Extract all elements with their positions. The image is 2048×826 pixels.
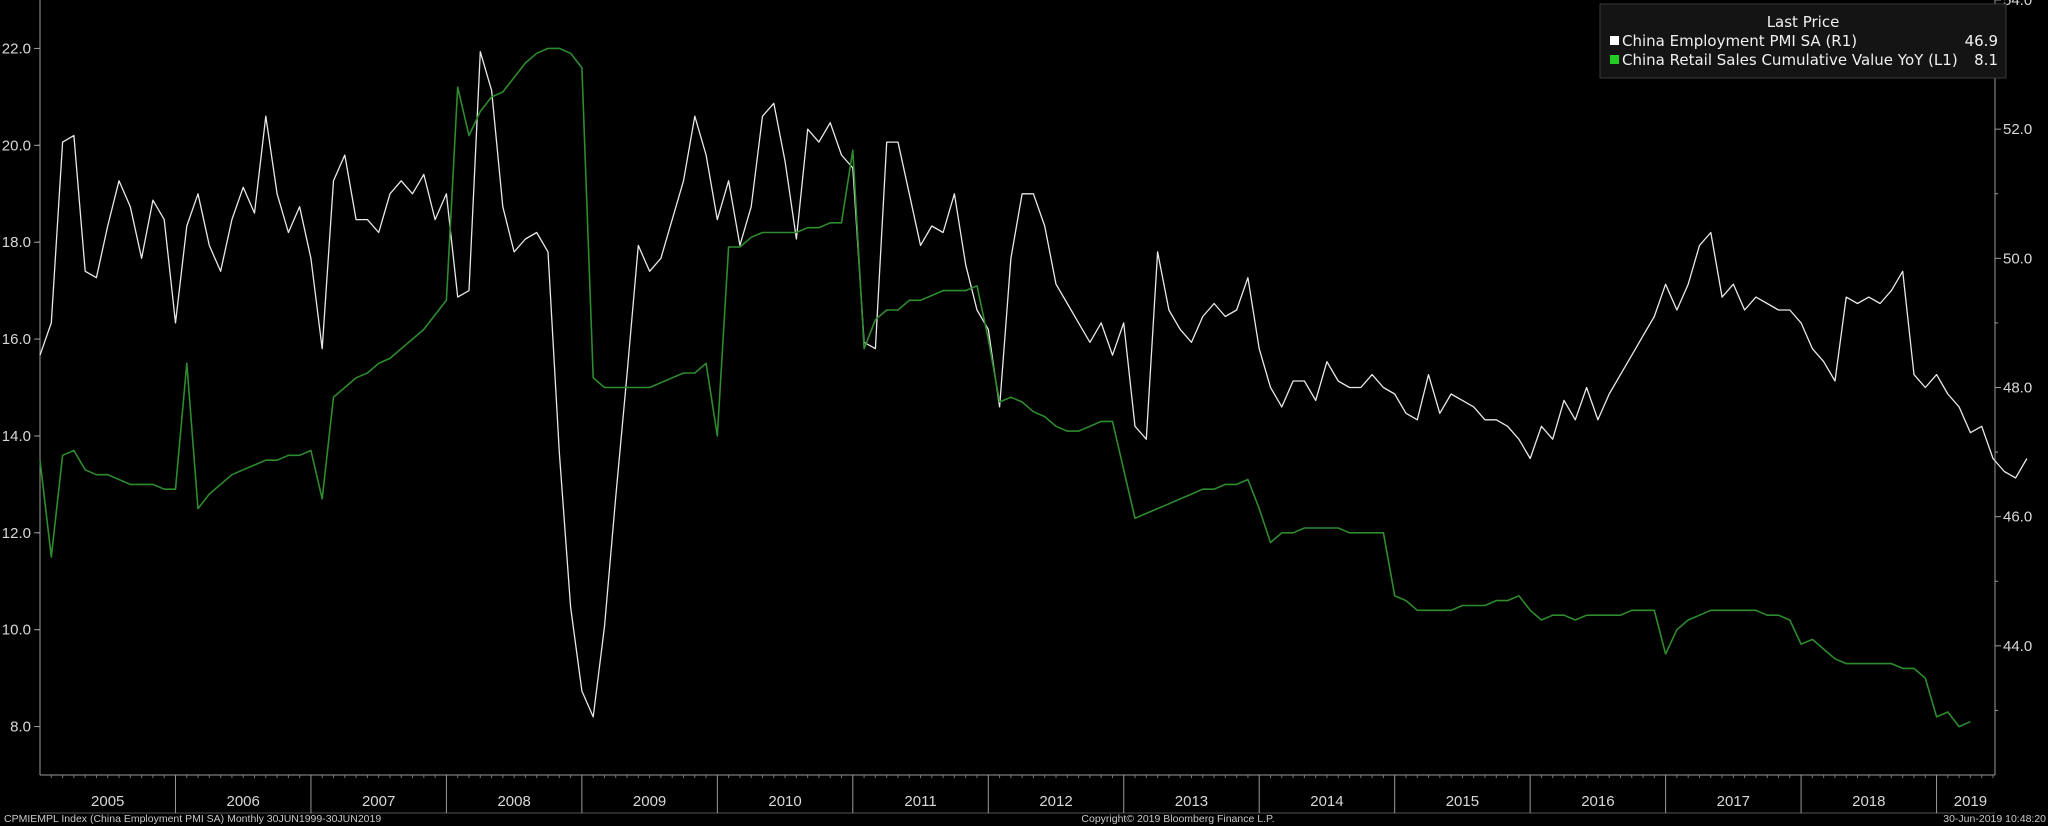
year-label: 2008: [497, 793, 530, 810]
left-tick-label: 16.0: [2, 331, 31, 348]
right-tick-label: 54.0: [2003, 0, 2032, 9]
right-tick-label: 52.0: [2003, 121, 2032, 138]
year-label: 2013: [1175, 793, 1208, 810]
year-label: 2012: [1039, 793, 1072, 810]
series-line-employment-pmi: [39, 51, 2028, 718]
series-layer: [39, 47, 2028, 728]
year-label: 2014: [1310, 793, 1343, 810]
right-tick-label: 50.0: [2003, 250, 2032, 267]
legend-value-pmi: 46.9: [1965, 32, 1998, 50]
year-label: 2005: [91, 793, 124, 810]
year-label: 2019: [1954, 793, 1987, 810]
left-tick-label: 12.0: [2, 525, 31, 542]
legend-header: Last Price: [1767, 13, 1840, 31]
left-tick-label: 14.0: [2, 428, 31, 445]
left-tick-label: 18.0: [2, 234, 31, 251]
legend-value-retail: 8.1: [1974, 51, 1998, 69]
year-label: 2010: [768, 793, 801, 810]
left-tick-label: 20.0: [2, 137, 31, 154]
legend-background: [1599, 3, 2007, 79]
year-label: 2015: [1446, 793, 1479, 810]
year-label: 2006: [227, 793, 260, 810]
footer-timestamp: 30-Jun-2019 10:48:20: [1943, 813, 2046, 825]
year-label: 2011: [904, 793, 936, 810]
legend-label-pmi: China Employment PMI SA (R1): [1622, 32, 1857, 50]
year-label: 2016: [1581, 793, 1614, 810]
year-label: 2017: [1717, 793, 1750, 810]
footer-copyright: Copyright© 2019 Bloomberg Finance L.P.: [1081, 813, 1274, 825]
right-tick-label: 46.0: [2003, 509, 2032, 526]
left-tick-label: 22.0: [2, 40, 31, 57]
axes-layer: 8.0 10.0 12.0 14.0 16.0 18.0 20.0 22.0 44.0 46.0 4…: [2, 0, 2032, 814]
legend-box: Last Price China Employment PMI SA (R1) …: [1599, 3, 2007, 79]
footer: CPMIEMPL Index (China Employment PMI SA)…: [4, 813, 2046, 825]
year-label: 2009: [633, 793, 666, 810]
right-tick-label: 44.0: [2003, 638, 2032, 655]
legend-swatch-retail: [1610, 55, 1619, 64]
legend-label-retail: China Retail Sales Cumulative Value YoY …: [1622, 51, 1958, 69]
left-tick-label: 10.0: [2, 622, 31, 639]
footer-source: CPMIEMPL Index (China Employment PMI SA)…: [4, 813, 381, 825]
left-tick-label: 8.0: [10, 719, 31, 736]
year-label: 2007: [362, 793, 395, 810]
series-line-retail-sales: [39, 47, 1971, 728]
year-label: 2018: [1852, 793, 1885, 810]
legend-swatch-pmi: [1610, 36, 1619, 45]
right-tick-label: 48.0: [2003, 380, 2032, 397]
